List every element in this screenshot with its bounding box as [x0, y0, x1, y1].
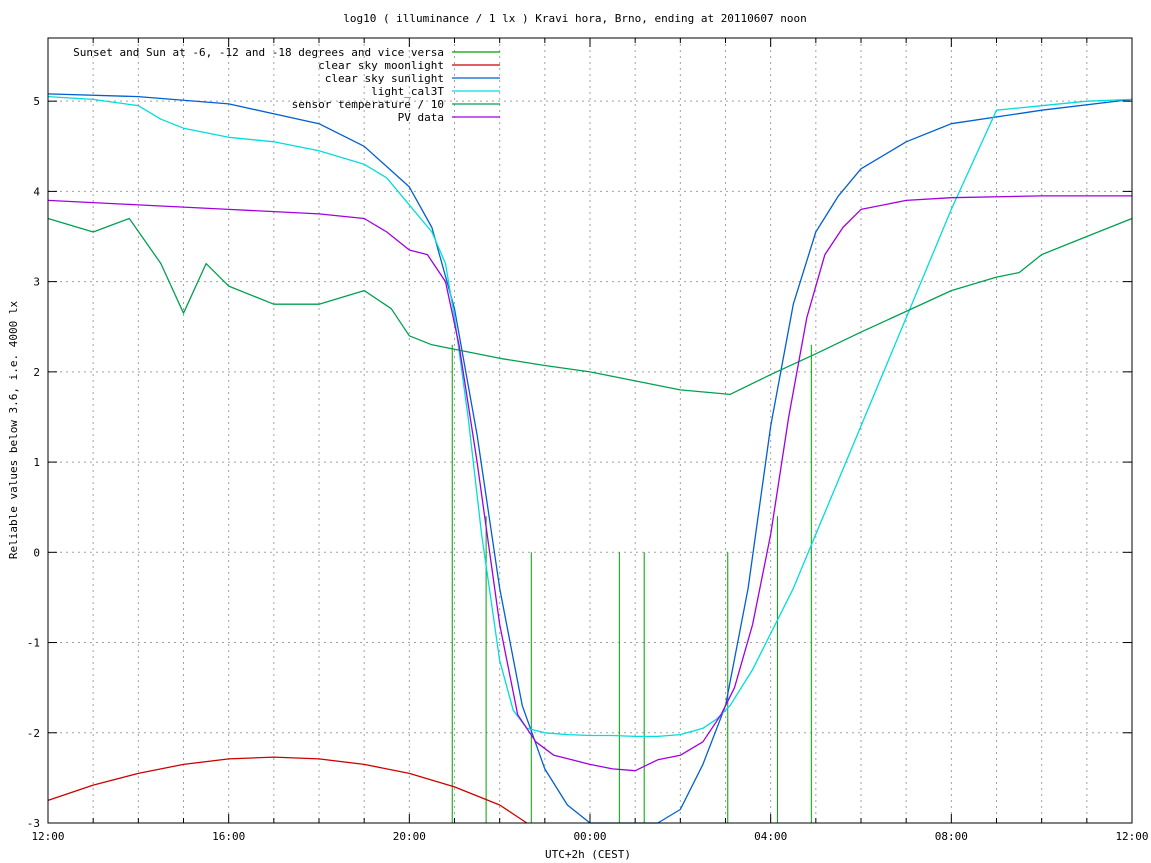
x-tick-label: 12:00 [1115, 830, 1148, 843]
series-line-4 [47, 217, 1133, 396]
x-tick-label: 08:00 [935, 830, 968, 843]
y-tick-label: 0 [33, 546, 40, 559]
y-tick-label: 2 [33, 366, 40, 379]
legend-label: clear sky moonlight [318, 59, 444, 72]
legend: Sunset and Sun at -6, -12 and -18 degree… [73, 46, 500, 124]
legend-label: clear sky sunlight [325, 72, 444, 85]
x-tick-label: 12:00 [31, 830, 64, 843]
x-tick-label: 16:00 [212, 830, 245, 843]
y-tick-label: 3 [33, 276, 40, 289]
series-line-3 [47, 95, 1133, 738]
series-layer [47, 93, 1133, 824]
ticks-layer: 12:00 16:00 20:00 00:00 04:00 08:00 12:00-3-2-… [27, 38, 1149, 843]
x-axis-label: UTC+2h (CEST) [545, 848, 631, 861]
x-tick-label: 00:00 [573, 830, 606, 843]
y-tick-label: -3 [27, 817, 40, 830]
y-tick-label: -2 [27, 727, 40, 740]
chart-title: log10 ( illuminance / 1 lx ) Kravi hora,… [343, 12, 807, 25]
x-tick-label: 04:00 [754, 830, 787, 843]
grid-layer [48, 38, 1132, 823]
legend-label: sensor temperature / 10 [292, 98, 444, 111]
x-tick-label: 20:00 [393, 830, 426, 843]
legend-label: PV data [398, 111, 444, 124]
y-tick-label: 1 [33, 456, 40, 469]
y-axis-label: Reliable values below 3.6, i.e. 4000 lx [7, 300, 20, 559]
y-tick-label: 5 [33, 95, 40, 108]
y-tick-label: -1 [27, 637, 40, 650]
y-tick-label: 4 [33, 185, 40, 198]
legend-label: Sunset and Sun at -6, -12 and -18 degree… [73, 46, 444, 59]
legend-label: light_cal3T [371, 85, 444, 98]
series-line-5 [47, 195, 1132, 772]
series-line-1 [47, 756, 528, 824]
